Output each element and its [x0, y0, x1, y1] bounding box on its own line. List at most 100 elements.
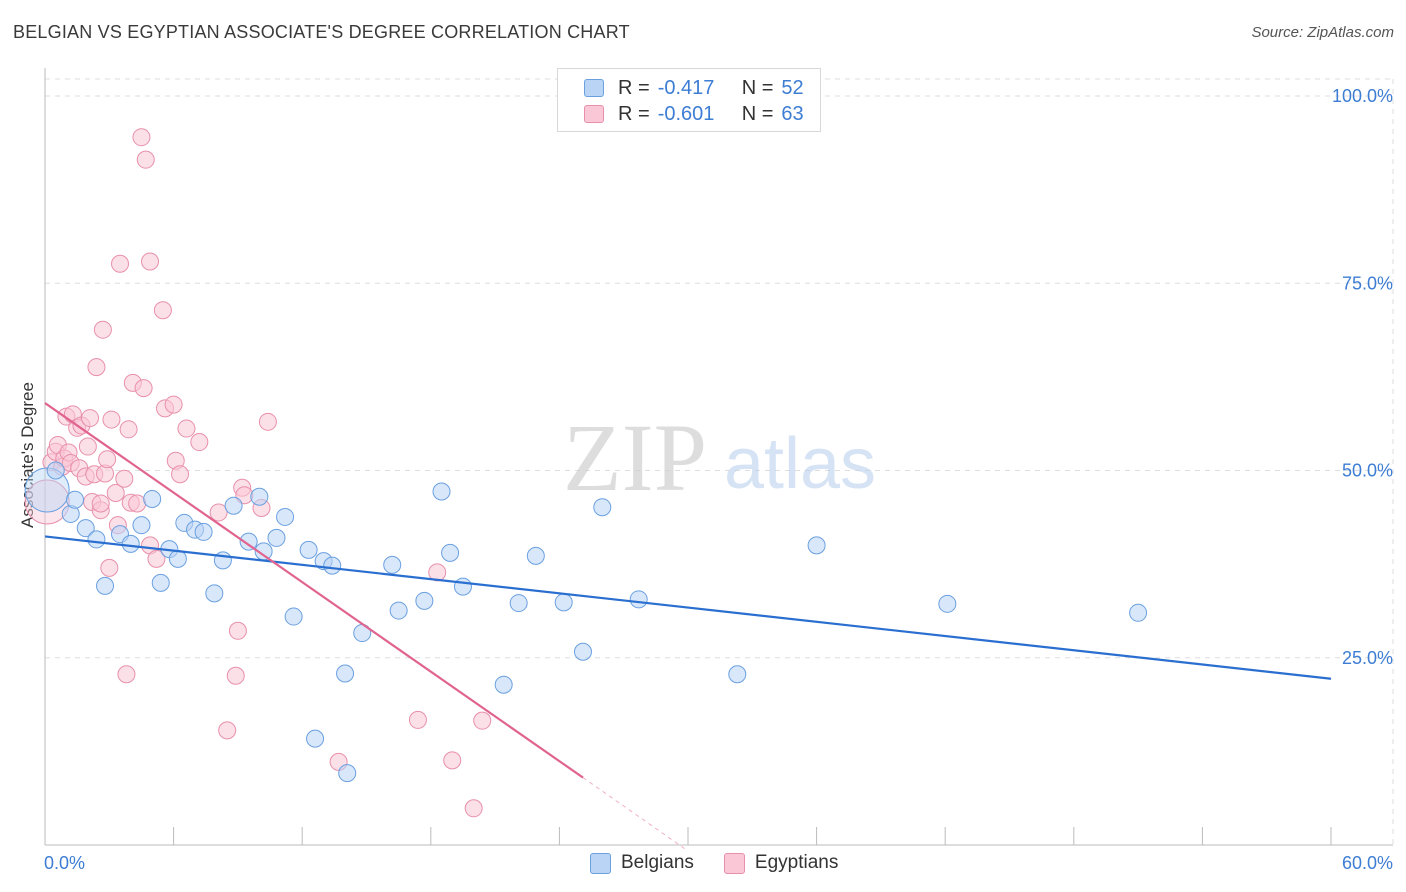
egyptian-point	[136, 150, 155, 169]
egyptian-point	[106, 483, 125, 502]
y-tick-label: 75.0%	[1342, 273, 1393, 293]
egyptian-point	[115, 469, 134, 488]
egyptians-swatch	[723, 852, 745, 874]
tick-labels: 25.0% 50.0% 75.0% 100.0% 0.0% 60.0%	[44, 86, 1393, 873]
belgian-point	[494, 675, 513, 694]
belgian-point	[151, 573, 170, 592]
watermark: ZIP atlas	[563, 404, 876, 511]
legend-r-value: -0.417	[657, 76, 715, 99]
x-tick-label: 60.0%	[1342, 853, 1393, 873]
egyptian-point	[81, 409, 100, 428]
egyptian-point	[464, 799, 483, 818]
belgian-point	[323, 556, 342, 575]
legend-r-value: -0.601	[657, 102, 715, 125]
stats-legend: R = -0.417 N = 52 R = -0.601 N = 63	[557, 68, 821, 132]
belgian-point	[336, 664, 355, 683]
egyptian-point	[100, 558, 119, 577]
belgian-point	[284, 607, 303, 626]
egyptians-legend-label: Egyptians	[754, 852, 839, 873]
egyptian-point	[228, 621, 247, 640]
belgian-point	[1129, 603, 1148, 622]
chart-title: BELGIAN VS EGYPTIAN ASSOCIATE'S DEGREE C…	[13, 22, 630, 42]
belgian-point	[573, 642, 592, 661]
gridlines	[45, 78, 1394, 845]
legend-n-label: N =	[741, 102, 774, 125]
belgian-point	[432, 482, 451, 501]
egyptian-trend-line	[44, 402, 584, 779]
belgian-point	[267, 528, 286, 547]
belgian-trend-line	[44, 535, 1332, 680]
belgian-point	[728, 665, 747, 684]
legend-n-value: 63	[781, 102, 804, 125]
trend-lines	[44, 402, 1332, 852]
egyptian-point	[209, 503, 228, 522]
belgian-point	[389, 601, 408, 620]
legend-r-label: R =	[618, 76, 650, 99]
egyptian-point	[102, 410, 121, 429]
egyptian-trend-extension	[582, 777, 689, 852]
egyptian-point	[111, 254, 130, 273]
legend-swatch-belgians	[584, 79, 604, 97]
belgian-point	[629, 590, 648, 609]
belgian-point	[554, 593, 573, 612]
belgians-legend-label: Belgians	[621, 852, 694, 873]
belgian-point	[143, 489, 162, 508]
belgian-point	[239, 532, 258, 551]
egyptian-point	[147, 549, 166, 568]
belgian-point	[338, 764, 357, 783]
egyptian-point	[408, 710, 427, 729]
egyptian-point	[119, 420, 138, 439]
belgian-point	[205, 584, 224, 603]
egyptian-point	[87, 358, 106, 377]
egyptian-point	[78, 437, 97, 456]
series-legend: Belgians Egyptians	[590, 852, 838, 874]
y-tick-label: 100.0%	[1332, 86, 1393, 106]
legend-n-value: 52	[781, 76, 804, 99]
data-points	[24, 128, 1148, 818]
belgian-point	[276, 507, 295, 526]
belgian-point	[132, 516, 151, 535]
egyptian-point	[177, 419, 196, 438]
watermark-zip: ZIP	[563, 404, 707, 511]
legend-r-label: R =	[618, 102, 650, 125]
legend-row-belgians: R = -0.417 N = 52	[584, 76, 804, 100]
y-tick-label: 25.0%	[1342, 648, 1393, 668]
egyptian-point	[258, 412, 277, 431]
belgian-point	[194, 522, 213, 541]
egyptian-point	[134, 379, 153, 398]
belgian-point	[224, 496, 243, 515]
axes	[44, 68, 1393, 846]
belgian-point	[250, 487, 269, 506]
belgian-point	[96, 576, 115, 595]
egyptian-point	[473, 711, 492, 730]
belgian-point	[299, 540, 318, 559]
belgians-swatch	[590, 852, 611, 874]
egyptian-point	[128, 494, 147, 513]
egyptian-point	[132, 128, 151, 147]
legend-n-label: N =	[741, 76, 774, 99]
belgian-point	[453, 577, 472, 596]
egyptian-point	[164, 395, 183, 414]
egyptian-point	[141, 252, 160, 271]
egyptian-point	[226, 666, 245, 685]
belgian-point	[87, 530, 106, 549]
egyptian-point	[91, 494, 110, 513]
egyptian-point	[117, 665, 136, 684]
belgian-point	[441, 543, 460, 562]
belgian-point	[509, 594, 528, 613]
belgian-point	[938, 594, 957, 613]
belgian-point	[121, 534, 140, 553]
egyptian-point	[190, 433, 209, 452]
belgian-point	[383, 555, 402, 574]
belgian-point	[76, 519, 95, 538]
source-label: Source: ZipAtlas.com	[1251, 24, 1394, 41]
y-tick-label: 50.0%	[1342, 461, 1393, 481]
belgian-point	[415, 591, 434, 610]
egyptian-point	[443, 751, 462, 770]
egyptian-point	[153, 301, 172, 320]
belgian-point	[306, 729, 325, 748]
egyptian-point	[171, 465, 190, 484]
belgian-point	[66, 490, 85, 509]
belgian-point	[46, 461, 65, 480]
belgian-point	[526, 546, 545, 565]
